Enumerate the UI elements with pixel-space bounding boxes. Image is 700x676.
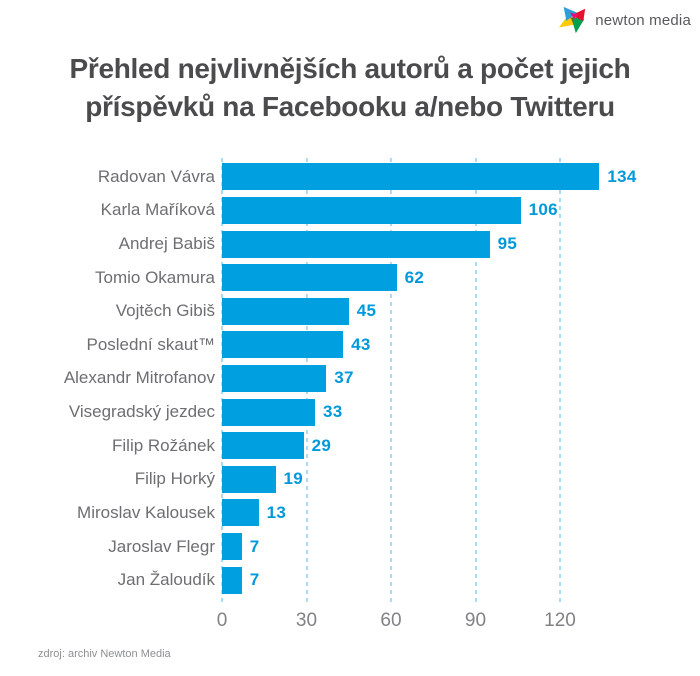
bar (222, 331, 344, 359)
bar-value: 45 (356, 301, 377, 321)
bar (222, 297, 349, 325)
bar-rows: Radovan Vávra 134 Karla Maříková 106 Andrej … (0, 160, 700, 597)
bar (222, 465, 276, 493)
bar-label: Miroslav Kalousek (77, 502, 215, 522)
bar-label: Filip Horký (134, 469, 215, 489)
bar-label: Vojtěch Gibiš (115, 301, 215, 321)
bar-label: Karla Maříková (100, 200, 215, 220)
bar-row: Miroslav Kalousek 13 (0, 496, 700, 530)
x-axis-tick-label: 0 (216, 610, 228, 631)
x-axis-tick-label: 120 (544, 610, 576, 631)
x-axis-tick-label: 30 (295, 610, 318, 631)
bar-row: Poslední skaut™ 43 (0, 328, 700, 362)
logo-blue-blade (563, 6, 577, 21)
pinwheel-logo-icon (559, 6, 586, 34)
chart-title-line-1: Přehled nejvlivnějších autorů a počet je… (69, 53, 631, 84)
chart-title: Přehled nejvlivnějších autorů a počet je… (0, 50, 700, 126)
bar-label: Tomio Okamura (95, 267, 215, 287)
bar-row: Radovan Vávra 134 (0, 160, 700, 194)
bar-value: 7 (249, 536, 260, 556)
bar-value: 106 (528, 200, 558, 220)
bar-row: Visegradský jezdec 33 (0, 395, 700, 429)
bar-label: Radovan Vávra (97, 166, 215, 186)
bar-value: 19 (283, 469, 304, 489)
bar-value: 37 (334, 368, 354, 388)
bar (222, 398, 315, 426)
bar (222, 163, 600, 191)
gridline (390, 158, 392, 606)
bar-row: Andrej Babiš 95 (0, 227, 700, 261)
bar-row: Jaroslav Flegr 7 (0, 530, 700, 564)
bar-value: 7 (249, 570, 260, 590)
bar (222, 566, 242, 594)
bar-value: 43 (351, 334, 371, 354)
bar (222, 499, 259, 527)
bar-label: Alexandr Mitrofanov (63, 368, 215, 388)
x-axis-tick-label: 60 (380, 610, 402, 631)
bar-label: Filip Rožánek (112, 435, 215, 455)
bar-value: 62 (404, 267, 425, 287)
bar-row: Alexandr Mitrofanov 37 (0, 362, 700, 396)
bar (222, 230, 490, 258)
bar-label: Visegradský jezdec (68, 402, 215, 422)
bar-row: Karla Maříková 106 (0, 194, 700, 228)
bar-label: Andrej Babiš (118, 234, 215, 254)
bar (222, 533, 242, 560)
bar-value: 95 (497, 234, 518, 254)
chart: Radovan Vávra 134 Karla Maříková 106 Andrej … (0, 158, 700, 650)
bar-row: Tomio Okamura 62 (0, 261, 700, 295)
bar-value: 33 (322, 402, 343, 422)
bar (222, 196, 521, 224)
bar (222, 432, 304, 460)
gridline (474, 158, 477, 606)
bar (222, 364, 327, 392)
x-axis-tick-label: 90 (464, 610, 487, 631)
bar-value: 29 (311, 435, 332, 455)
bar-row: Jan Žaloudík 7 (0, 563, 700, 597)
bar-label: Jan Žaloudík (117, 570, 215, 590)
bar-label: Poslední skaut™ (86, 334, 215, 354)
chart-title-line-2: příspěvků na Facebooku a/nebo Twitteru (85, 91, 615, 122)
bar-value: 134 (607, 166, 637, 186)
bar-row: Filip Horký 19 (0, 462, 700, 496)
logo-magenta-blade (570, 12, 578, 20)
logo-green-blade (571, 17, 585, 34)
newton-media-logo: newton media (558, 5, 691, 35)
bar (222, 264, 397, 292)
bar-value: 13 (266, 502, 287, 522)
logo-red-blade (571, 8, 586, 21)
logo-text: newton media (595, 11, 691, 29)
bar-row: Filip Rožánek 29 (0, 429, 700, 463)
bar-label: Jaroslav Flegr (108, 536, 215, 556)
gridline (559, 158, 561, 606)
source-note: zdroj: archiv Newton Media (38, 648, 171, 660)
logo-olive-blade (570, 17, 576, 23)
bar-row: Vojtěch Gibiš 45 (0, 294, 700, 328)
